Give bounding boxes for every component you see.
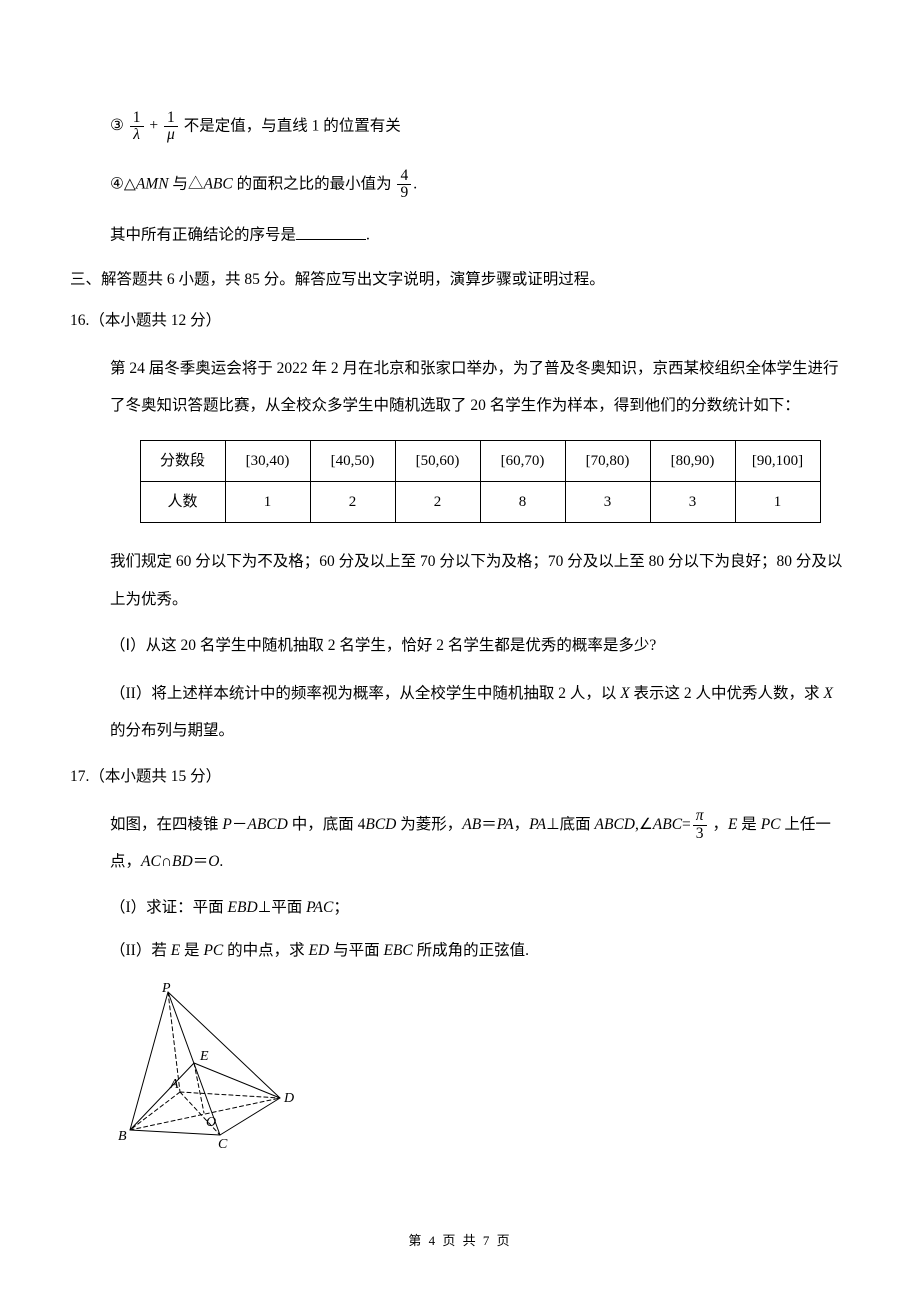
label-b: B [118,1129,127,1144]
q17-heading: 17.（本小题共 15 分） [70,765,850,790]
label-e: E [199,1049,209,1064]
label-d: D [283,1091,294,1106]
frac-pi-over-3: π3 [693,808,707,842]
pyramid-diagram: P A B C D E O [110,980,850,1150]
conclusion-line: 其中所有正确结论的序号是. [70,223,850,248]
q17-part-2: （II）若 E 是 PC 的中点，求 ED 与平面 EBC 所成角的正弦值. [110,939,850,964]
q17-part-1: （I）求证：平面 EBD⊥平面 PAC； [110,896,850,921]
table-row: 人数 1 2 2 8 3 3 1 [140,482,820,523]
q16-paragraph-1: 第 24 届冬季奥运会将于 2022 年 2 月在北京和张家口举办，为了普及冬奥… [110,350,850,424]
q16-paragraph-2: 我们规定 60 分以下为不及格；60 分及以上至 70 分以下为及格；70 分及… [110,543,850,617]
statement-4: ④△AMN 与△ABC 的面积之比的最小值为 4 9 . [70,168,850,202]
frac-1-over-mu: 1 μ [164,110,178,144]
frac-4-over-9: 4 9 [397,168,411,202]
label-p: P [161,981,171,996]
statement-3: ③ 1 λ + 1 μ 不是定值，与直线 1 的位置有关 [70,110,850,144]
label-c: C [218,1137,228,1150]
q16-heading: 16.（本小题共 12 分） [70,309,850,334]
q16-part-2: （II）将上述样本统计中的频率视为概率，从全校学生中随机抽取 2 人，以 X 表… [110,675,850,749]
answer-blank [296,223,366,240]
section-3-heading: 三、解答题共 6 小题，共 85 分。解答应写出文字说明，演算步骤或证明过程。 [70,268,850,293]
q17-paragraph-1: 如图，在四棱锥 P－ABCD 中，底面 4BCD 为菱形，AB＝PA，PA⊥底面… [110,806,850,880]
label-o: O [206,1115,216,1130]
page-footer: 第 4 页 共 7 页 [0,1231,920,1252]
marker-3: ③ [110,117,124,134]
score-table: 分数段 [30,40) [40,50) [50,60) [60,70) [70,… [140,440,821,523]
q16-part-1: （Ⅰ）从这 20 名学生中随机抽取 2 名学生，恰好 2 名学生都是优秀的概率是… [110,634,850,659]
frac-1-over-lambda: 1 λ [130,110,144,144]
table-row: 分数段 [30,40) [40,50) [50,60) [60,70) [70,… [140,441,820,482]
label-a: A [169,1077,179,1092]
